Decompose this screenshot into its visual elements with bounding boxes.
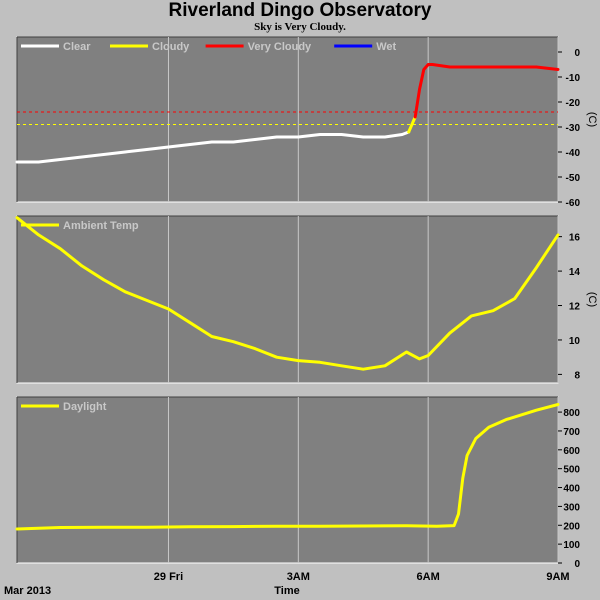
daylight-ytick-label: 200 xyxy=(563,521,580,532)
xtick-label-29-fri: 29 Fri xyxy=(154,571,183,583)
sky-ytick-label: -60 xyxy=(566,198,581,209)
ambient-ytick-label: 16 xyxy=(569,233,581,244)
legend-label-very-cloudy: Very Cloudy xyxy=(248,41,312,53)
series-line-very-cloudy xyxy=(413,63,560,119)
sky-panel xyxy=(16,36,559,203)
legend-label-wet: Wet xyxy=(376,41,396,53)
sky-ytick-label: -10 xyxy=(566,73,581,84)
sky-ytick-label: 0 xyxy=(574,48,580,59)
series-line-daylight xyxy=(15,403,560,531)
daylight-ytick-label: 100 xyxy=(563,540,580,551)
daylight-ytick-label: 500 xyxy=(563,465,580,476)
series-line-cloudy xyxy=(407,115,417,134)
ambient-ytick-label: 14 xyxy=(569,267,581,278)
sky-ylabel: (C) xyxy=(586,112,598,127)
ambient-ytick-label: 12 xyxy=(569,302,581,313)
ambient-ytick-label: 10 xyxy=(569,336,581,347)
daylight-ytick-label: 600 xyxy=(563,446,580,457)
daylight-ytick-label: 400 xyxy=(563,484,580,495)
x-start-label: Mar 2013 xyxy=(4,585,51,597)
daylight-panel xyxy=(16,396,559,564)
legend-label-cloudy: Cloudy xyxy=(152,41,190,53)
x-axis-title: Time xyxy=(274,585,299,597)
sky-status-subtitle: Sky is Very Cloudy. xyxy=(254,21,346,33)
daylight-ytick-label: 700 xyxy=(563,427,580,438)
legend-label-clear: Clear xyxy=(63,41,91,53)
series-line-clear xyxy=(15,130,411,164)
ambient-ylabel: (C) xyxy=(586,292,598,307)
sky-ytick-label: -20 xyxy=(566,98,581,109)
legend-label-ambient-temp: Ambient Temp xyxy=(63,220,139,232)
sky-ytick-label: -50 xyxy=(566,173,581,184)
xtick-label-6am: 6AM xyxy=(417,571,440,583)
ambient-panel xyxy=(16,215,559,384)
legend-label-daylight: Daylight xyxy=(63,401,107,413)
page-title: Riverland Dingo Observatory xyxy=(168,0,432,21)
daylight-ytick-label: 0 xyxy=(574,559,580,570)
series-line-ambient-temp xyxy=(15,216,560,371)
xtick-label-9am: 9AM xyxy=(546,571,569,583)
xtick-label-3am: 3AM xyxy=(287,571,310,583)
daylight-ytick-label: 300 xyxy=(563,502,580,513)
sky-ytick-label: -40 xyxy=(566,148,581,159)
daylight-ytick-label: 800 xyxy=(563,408,580,419)
sky-ytick-label: -30 xyxy=(566,123,581,134)
ambient-ytick-label: 8 xyxy=(574,370,580,381)
